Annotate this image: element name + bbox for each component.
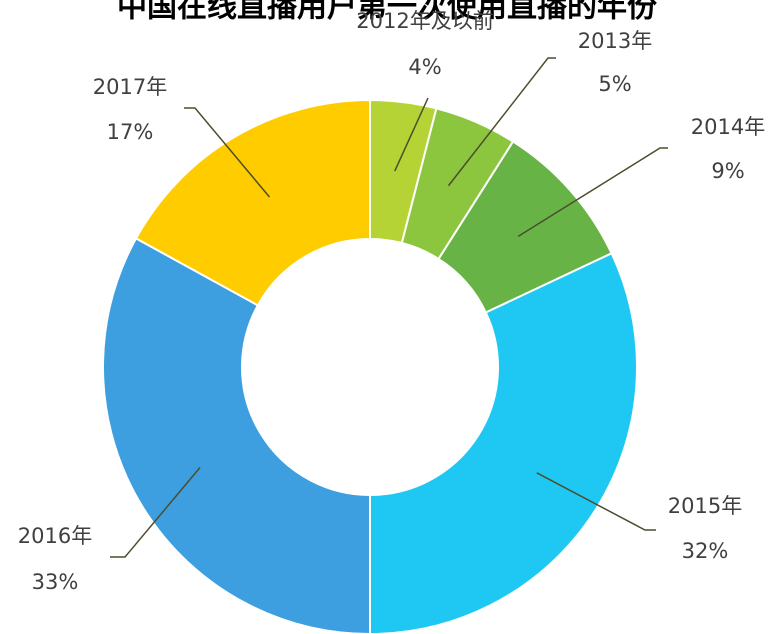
leader-line [394,97,429,172]
chart-title: 中国在线直播用户第一次使用直播的年份 [117,0,657,25]
slice-value: 17% [107,120,154,144]
slice-label: 2016年 [18,524,92,548]
leader-line [447,57,556,187]
leader-line [184,107,271,198]
donut-slice [102,237,371,634]
slice-label: 2014年 [691,115,765,139]
slice-label: 2013年 [578,29,652,53]
slice-value: 9% [711,159,744,183]
slice-label: 2017年 [93,75,167,99]
leader-line [110,467,201,558]
slice-value: 33% [32,570,79,594]
slice-label: 2012年及以前 [356,9,493,33]
slice-value: 5% [598,72,631,96]
donut-slice [134,98,371,307]
leader-line [517,147,668,238]
slice-label: 2015年 [668,494,742,518]
slice-value: 4% [408,55,441,79]
slice-value: 32% [682,539,729,563]
donut-slice [369,251,638,634]
leader-line [536,472,656,531]
